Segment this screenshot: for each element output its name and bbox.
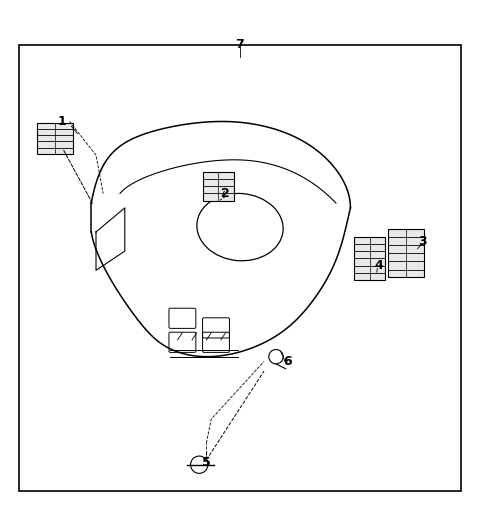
Text: 3: 3 <box>418 235 427 248</box>
Text: 1: 1 <box>58 115 67 128</box>
Text: 4: 4 <box>375 259 384 272</box>
Bar <box>354 237 385 280</box>
Text: 2: 2 <box>221 187 230 200</box>
Bar <box>388 229 424 278</box>
Text: 5: 5 <box>202 456 211 469</box>
Bar <box>37 123 73 154</box>
Text: 7: 7 <box>236 38 244 51</box>
Text: 6: 6 <box>284 355 292 368</box>
Bar <box>203 172 234 201</box>
